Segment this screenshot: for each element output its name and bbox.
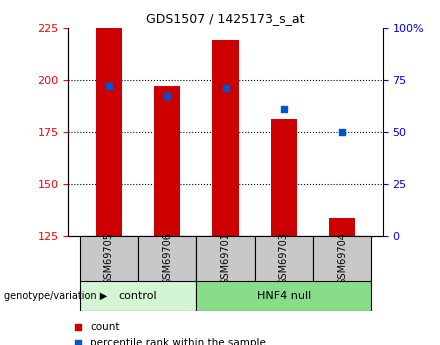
Text: genotype/variation ▶: genotype/variation ▶ (4, 291, 108, 301)
Bar (80, 236, 138, 281)
Bar (313, 236, 371, 281)
Bar (213, 40, 238, 236)
Text: count: count (90, 322, 120, 332)
Point (74, 324, 81, 330)
Bar (196, 281, 371, 310)
Bar (138, 236, 196, 281)
Bar (271, 119, 297, 236)
Text: percentile rank within the sample: percentile rank within the sample (90, 338, 266, 345)
Bar (96, 28, 122, 236)
Point (280, 106, 287, 112)
Point (222, 85, 229, 91)
Bar (154, 86, 180, 236)
Text: GSM69703: GSM69703 (279, 232, 289, 285)
Text: GSM69706: GSM69706 (162, 232, 172, 285)
Bar (80, 281, 196, 310)
Point (74, 341, 81, 345)
Text: GSM69705: GSM69705 (104, 232, 114, 285)
Text: GSM69701: GSM69701 (220, 232, 231, 285)
Point (164, 94, 171, 99)
Point (338, 129, 345, 135)
Bar (255, 236, 313, 281)
Text: GSM69704: GSM69704 (337, 232, 347, 285)
Point (106, 83, 113, 89)
Bar (329, 218, 355, 236)
Text: HNF4 null: HNF4 null (257, 291, 311, 301)
Text: control: control (119, 291, 158, 301)
Title: GDS1507 / 1425173_s_at: GDS1507 / 1425173_s_at (146, 12, 305, 25)
Bar (196, 236, 255, 281)
